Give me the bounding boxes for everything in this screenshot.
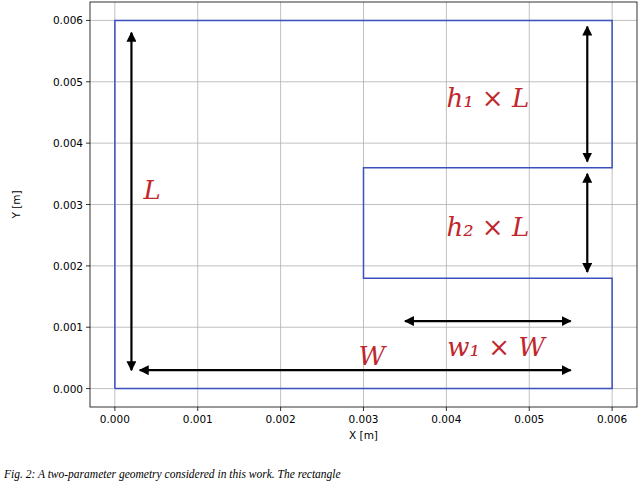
y-tick-label: 0.000 bbox=[53, 383, 83, 395]
x-tick-label: 0.002 bbox=[266, 413, 296, 425]
y-tick bbox=[86, 143, 90, 144]
y-grid-line bbox=[90, 81, 637, 82]
x-tick bbox=[280, 407, 281, 411]
annotation-label: w₁ × W bbox=[447, 332, 547, 362]
x-tick bbox=[529, 407, 530, 411]
y-tick-label: 0.004 bbox=[53, 137, 83, 149]
chart: 0.000 0.001 0.002 0.003 0.004 0.005 0.006 0.000… bbox=[0, 0, 640, 489]
x-tick-label: 0.005 bbox=[514, 413, 544, 425]
x-tick bbox=[446, 407, 447, 411]
plot-area bbox=[115, 20, 612, 388]
dimension-arrow bbox=[130, 33, 132, 371]
annotation-label: h₁ × L bbox=[446, 83, 529, 113]
y-grid-line bbox=[90, 143, 637, 144]
annotation-label: h₂ × L bbox=[446, 212, 529, 242]
y-tick-label: 0.005 bbox=[53, 76, 83, 88]
y-tick-label: 0.003 bbox=[53, 199, 83, 211]
y-tick bbox=[86, 265, 90, 266]
x-tick bbox=[363, 407, 364, 411]
y-tick bbox=[86, 204, 90, 205]
y-tick-label: 0.001 bbox=[53, 321, 83, 333]
y-tick bbox=[86, 20, 90, 21]
x-tick bbox=[114, 407, 115, 411]
outline bbox=[115, 20, 612, 388]
y-tick bbox=[86, 388, 90, 389]
y-tick bbox=[86, 81, 90, 82]
dimension-arrow bbox=[140, 369, 571, 371]
x-tick-label: 0.001 bbox=[183, 413, 213, 425]
annotation-label: W bbox=[358, 341, 387, 371]
x-axis-label: X [m] bbox=[349, 429, 378, 441]
x-tick-label: 0.004 bbox=[431, 413, 461, 425]
dimension-arrow bbox=[405, 320, 571, 322]
plot-frame bbox=[90, 2, 637, 407]
y-tick-label: 0.006 bbox=[53, 14, 83, 26]
y-tick-label: 0.002 bbox=[53, 260, 83, 272]
x-tick bbox=[612, 407, 613, 411]
y-axis-label: Y [m] bbox=[10, 190, 22, 219]
x-tick-label: 0.006 bbox=[597, 413, 627, 425]
caption: Fig. 2: A two-parameter geometry conside… bbox=[3, 468, 341, 481]
y-grid-line bbox=[90, 327, 637, 328]
dimension-arrow bbox=[586, 27, 588, 162]
x-tick bbox=[197, 407, 198, 411]
y-tick bbox=[86, 327, 90, 328]
x-tick-label: 0.000 bbox=[100, 413, 130, 425]
dimension-arrow bbox=[586, 174, 588, 272]
annotation-label: L bbox=[143, 175, 161, 205]
x-tick-label: 0.003 bbox=[348, 413, 378, 425]
